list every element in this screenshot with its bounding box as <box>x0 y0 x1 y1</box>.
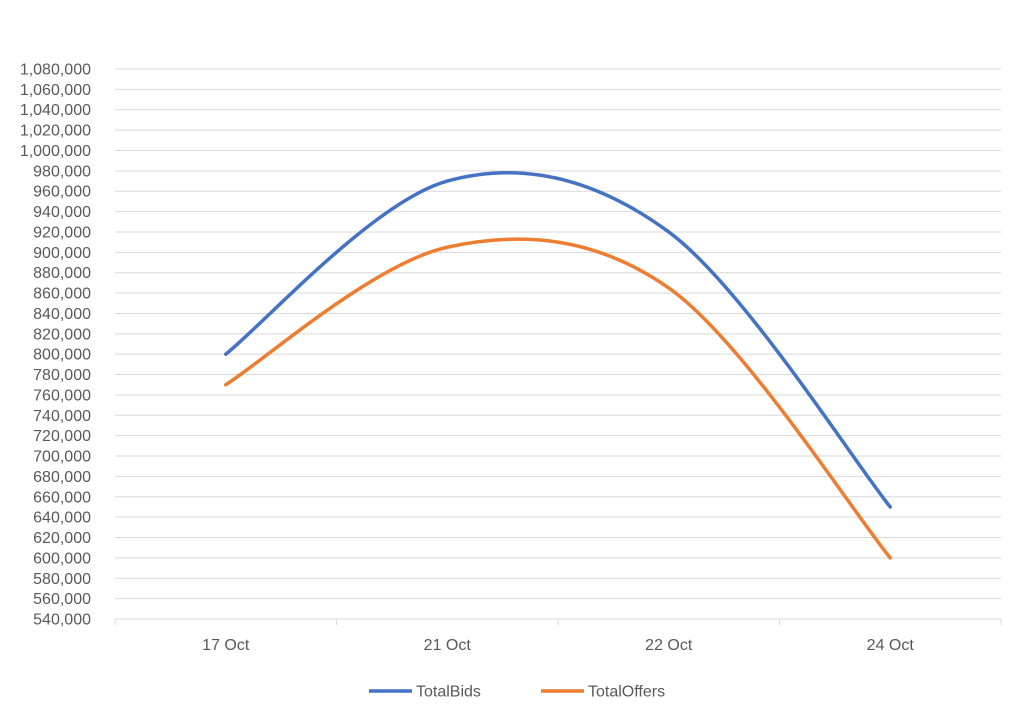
y-tick-label: 600,000 <box>33 550 91 567</box>
y-tick-label: 960,000 <box>33 184 91 201</box>
y-tick-label: 660,000 <box>33 489 91 506</box>
y-tick-label: 980,000 <box>33 163 91 180</box>
x-tick-label: 21 Oct <box>424 637 472 654</box>
y-tick-label: 940,000 <box>33 204 91 221</box>
y-tick-label: 700,000 <box>33 449 91 466</box>
y-tick-label: 540,000 <box>33 612 91 629</box>
y-tick-label: 860,000 <box>33 286 91 303</box>
y-tick-label: 800,000 <box>33 347 91 364</box>
y-tick-label: 560,000 <box>33 591 91 608</box>
series-lines <box>224 171 892 560</box>
y-tick-label: 720,000 <box>33 428 91 445</box>
gridlines <box>115 68 1001 600</box>
y-tick-label: 1,060,000 <box>20 82 91 99</box>
y-tick-label: 840,000 <box>33 306 91 323</box>
legend-label-totaloffers: TotalOffers <box>588 684 665 701</box>
y-axis-tick-labels: 540,000 560,000 580,000 600,000 620,000 640,0… <box>20 62 91 629</box>
y-tick-label: 1,040,000 <box>20 102 91 119</box>
y-tick-label: 760,000 <box>33 387 91 404</box>
y-tick-label: 1,000,000 <box>20 143 91 160</box>
y-tick-label: 620,000 <box>33 530 91 547</box>
legend: TotalBids TotalOffers <box>369 684 665 701</box>
y-tick-label: 680,000 <box>33 469 91 486</box>
y-tick-label: 920,000 <box>33 224 91 241</box>
y-tick-label: 820,000 <box>33 326 91 343</box>
y-tick-label: 740,000 <box>33 408 91 425</box>
legend-label-totalbids: TotalBids <box>416 684 481 701</box>
x-axis <box>114 618 1002 625</box>
y-tick-label: 880,000 <box>33 265 91 282</box>
x-tick-label: 22 Oct <box>645 637 693 654</box>
x-tick-label: 17 Oct <box>202 637 250 654</box>
y-tick-label: 1,020,000 <box>20 123 91 140</box>
y-tick-label: 580,000 <box>33 571 91 588</box>
series-line-totalbids <box>224 171 892 509</box>
x-axis-tick-labels: 17 Oct 21 Oct 22 Oct 24 Oct <box>202 637 914 654</box>
y-tick-label: 640,000 <box>33 510 91 527</box>
y-tick-label: 900,000 <box>33 245 91 262</box>
series-line-totaloffers <box>224 237 892 560</box>
y-tick-label: 1,080,000 <box>20 62 91 79</box>
x-tick-label: 24 Oct <box>867 637 915 654</box>
y-tick-label: 780,000 <box>33 367 91 384</box>
